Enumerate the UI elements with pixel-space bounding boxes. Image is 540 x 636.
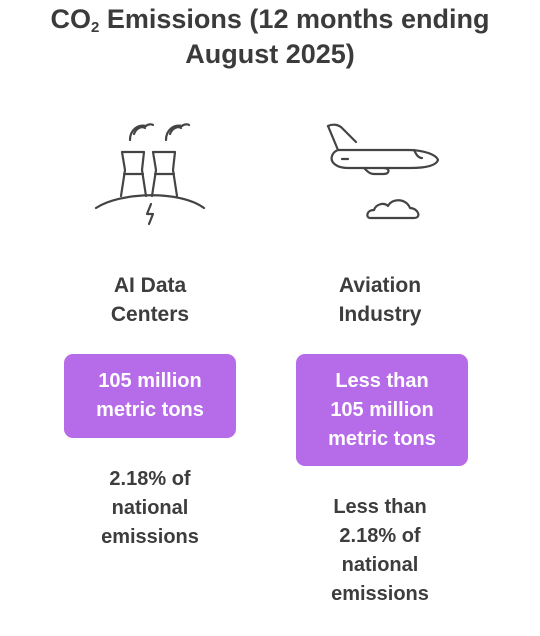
label-line: Centers xyxy=(110,303,190,326)
title-co: CO xyxy=(50,4,92,34)
column-label-aviation-industry: Aviation Industry xyxy=(290,271,470,329)
value-badge-ai-data-centers: 105 million metric tons xyxy=(64,354,236,438)
title-subscript: 2 xyxy=(91,19,100,36)
value-line: 105 million xyxy=(330,398,434,421)
power-plant-icon xyxy=(94,123,206,226)
share-line: 2.18% of xyxy=(109,468,191,490)
title-line-2: August 2025) xyxy=(185,39,355,69)
page-title: CO2 Emissions (12 months ending August 2… xyxy=(0,2,540,72)
value-badge-aviation-industry: Less than 105 million metric tons xyxy=(296,354,468,466)
share-line: national xyxy=(111,497,189,519)
share-text-aviation-industry: Less than 2.18% of national emissions xyxy=(290,493,470,609)
share-line: emissions xyxy=(331,583,429,605)
value-line: Less than xyxy=(335,369,429,392)
value-line: metric tons xyxy=(96,399,204,421)
value-line: 105 million xyxy=(98,370,202,392)
share-text-ai-data-centers: 2.18% of national emissions xyxy=(60,465,240,552)
title-line-1: CO2 Emissions (12 months ending xyxy=(0,2,540,37)
airplane-icon xyxy=(326,123,440,220)
column-label-ai-data-centers: AI Data Centers xyxy=(60,271,240,329)
share-line: emissions xyxy=(101,526,199,548)
share-line: national xyxy=(341,554,419,576)
label-line: AI Data xyxy=(113,274,187,297)
share-line: 2.18% of xyxy=(339,525,421,547)
share-line: Less than xyxy=(333,496,427,518)
label-line: Aviation xyxy=(338,274,422,297)
value-line: metric tons xyxy=(328,427,436,450)
label-line: Industry xyxy=(338,303,422,326)
title-line-1-rest: Emissions (12 months ending xyxy=(99,4,490,34)
